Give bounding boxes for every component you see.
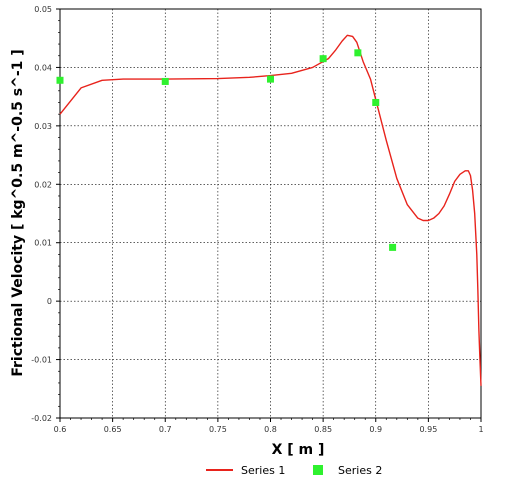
y-axis-title: Frictional Velocity [ kg^0.5 m^-0.5 s^-1… xyxy=(10,49,26,376)
x-tick-label: 0.75 xyxy=(209,425,227,434)
series-2-point xyxy=(372,98,380,106)
legend: Series 1 Series 2 xyxy=(206,464,382,477)
y-tick-label: 0 xyxy=(47,297,52,306)
series-2-point xyxy=(389,243,397,251)
series-layer xyxy=(56,34,482,386)
series-2-point xyxy=(267,75,274,83)
series-2-point xyxy=(161,77,169,85)
legend-series-2-swatch xyxy=(313,465,323,475)
y-tick-label: 0.05 xyxy=(34,5,52,14)
x-tick-label: 1 xyxy=(478,425,483,434)
plot-frame xyxy=(59,8,482,419)
x-tick-label: 0.95 xyxy=(419,425,437,434)
legend-series-2-label: Series 2 xyxy=(338,464,382,477)
y-tick-label: -0.02 xyxy=(31,414,52,423)
y-tick-label: 0.03 xyxy=(34,122,52,131)
y-axis: -0.02 -0.01 0 0.01 0.02 0.03 0.04 0.05 xyxy=(31,5,60,423)
x-tick-label: 0.8 xyxy=(264,425,277,434)
x-tick-label: 0.65 xyxy=(104,425,122,434)
legend-series-1-label: Series 1 xyxy=(241,464,285,477)
series-2-point xyxy=(354,49,362,57)
series-1-line xyxy=(59,34,482,386)
x-tick-label: 0.7 xyxy=(159,425,172,434)
x-tick-label: 0.6 xyxy=(54,425,67,434)
x-axis-title: X [ m ] xyxy=(272,442,325,458)
y-tick-label: 0.02 xyxy=(34,180,52,189)
x-tick-label: 0.85 xyxy=(314,425,332,434)
y-tick-label: 0.04 xyxy=(34,63,52,72)
series-2-point xyxy=(319,55,327,63)
series-2-point xyxy=(56,76,64,84)
grid xyxy=(60,9,481,418)
x-tick-label: 0.9 xyxy=(369,425,382,434)
y-tick-label: 0.01 xyxy=(34,239,52,248)
y-tick-label: -0.01 xyxy=(31,356,52,365)
x-axis: 0.6 0.65 0.7 0.75 0.8 0.85 0.9 0.95 1 xyxy=(54,418,484,434)
